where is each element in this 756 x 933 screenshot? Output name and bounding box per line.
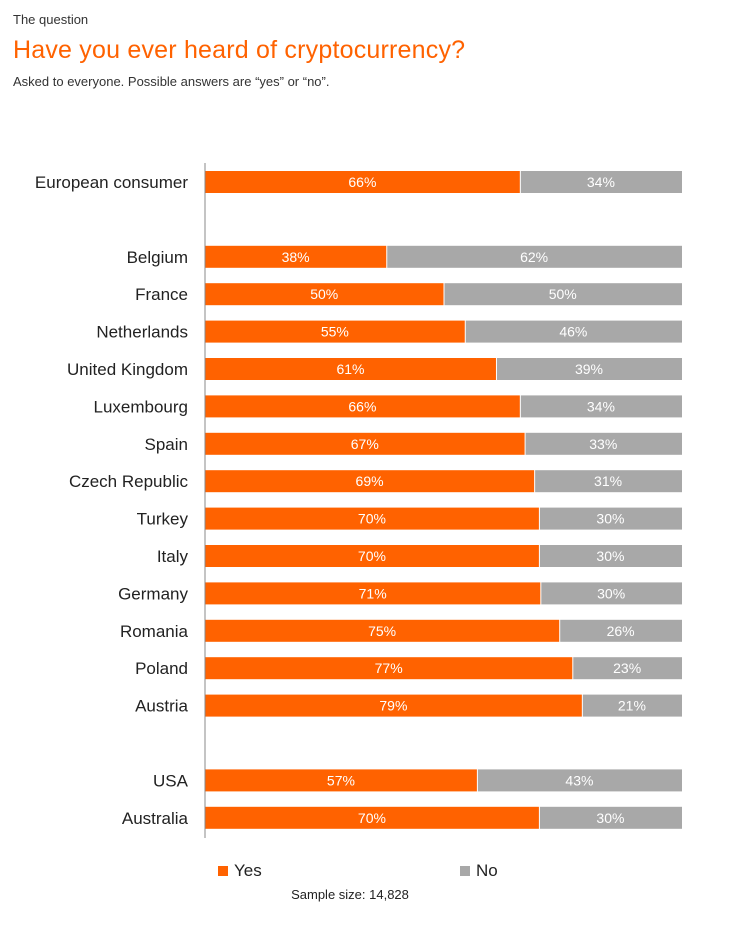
category-label-european-consumer: European consumer <box>35 173 188 192</box>
data-label-yes-romania: 75% <box>368 623 396 639</box>
legend-item-yes: Yes <box>218 861 262 881</box>
data-label-no-italy: 30% <box>596 548 624 564</box>
legend-swatch-yes <box>218 866 228 876</box>
bar-yes-usa <box>205 769 477 792</box>
bar-no-belgium <box>387 245 682 268</box>
data-label-yes-austria: 79% <box>379 698 407 714</box>
category-label-belgium: Belgium <box>127 248 188 267</box>
category-label-germany: Germany <box>118 584 188 603</box>
category-label-united-kingdom: United Kingdom <box>67 360 188 379</box>
data-label-no-romania: 26% <box>607 623 635 639</box>
category-label-france: France <box>135 285 188 304</box>
data-label-no-usa: 43% <box>565 772 593 788</box>
data-label-yes-germany: 71% <box>359 585 387 601</box>
category-label-australia: Australia <box>122 809 189 828</box>
bar-yes-germany <box>205 582 541 605</box>
sample-size-note: Sample size: 14,828 <box>291 887 409 902</box>
bar-yes-united-kingdom <box>205 358 496 380</box>
bar-no-luxembourg <box>520 395 682 418</box>
chart-subtitle: Asked to everyone. Possible answers are … <box>13 74 330 89</box>
data-label-no-czech-republic: 31% <box>594 473 622 489</box>
bar-yes-france <box>205 283 444 306</box>
data-label-no-austria: 21% <box>618 698 646 714</box>
data-label-yes-france: 50% <box>310 286 338 302</box>
stacked-bar-chart: European consumer 66% 34% Belgium 38% 62% Fran… <box>35 163 682 838</box>
bar-no-france <box>444 283 682 306</box>
data-label-yes-netherlands: 55% <box>321 324 349 340</box>
data-label-no-spain: 33% <box>589 436 617 452</box>
data-label-yes-usa: 57% <box>327 772 355 788</box>
data-label-no-australia: 30% <box>596 810 624 826</box>
category-label-romania: Romania <box>120 622 189 641</box>
bar-no-czech-republic <box>535 470 682 493</box>
bar-yes-romania <box>205 619 560 642</box>
data-label-no-turkey: 30% <box>596 511 624 527</box>
data-label-yes-european-consumer: 66% <box>348 174 376 190</box>
data-label-yes-turkey: 70% <box>358 511 386 527</box>
bar-yes-turkey <box>205 507 539 530</box>
bar-yes-european-consumer <box>205 171 520 193</box>
bar-yes-spain <box>205 432 525 455</box>
data-label-yes-spain: 67% <box>351 436 379 452</box>
data-label-no-european-consumer: 34% <box>587 174 615 190</box>
bar-yes-italy <box>205 545 539 567</box>
category-label-turkey: Turkey <box>137 510 189 529</box>
bar-yes-czech-republic <box>205 470 535 493</box>
data-label-no-belgium: 62% <box>520 249 548 265</box>
category-label-spain: Spain <box>145 435 188 454</box>
legend-item-no: No <box>460 861 498 881</box>
bar-no-european-consumer <box>520 171 682 193</box>
bar-no-australia <box>539 806 682 829</box>
chart-title: Have you ever heard of cryptocurrency? <box>13 36 466 64</box>
data-label-no-poland: 23% <box>613 660 641 676</box>
data-label-yes-belgium: 38% <box>282 249 310 265</box>
category-label-netherlands: Netherlands <box>96 323 188 342</box>
data-label-no-france: 50% <box>549 286 577 302</box>
bar-yes-australia <box>205 806 539 829</box>
bar-no-netherlands <box>465 320 682 343</box>
bar-yes-luxembourg <box>205 395 520 418</box>
bar-no-turkey <box>539 507 682 530</box>
bar-yes-austria <box>205 694 582 717</box>
data-label-no-germany: 30% <box>597 585 625 601</box>
legend-label-no: No <box>476 861 498 880</box>
legend-swatch-no <box>460 866 470 876</box>
data-label-yes-italy: 70% <box>358 548 386 564</box>
bar-no-usa <box>477 769 682 792</box>
bar-no-united-kingdom <box>496 358 682 380</box>
data-label-yes-czech-republic: 69% <box>356 473 384 489</box>
data-label-no-luxembourg: 34% <box>587 398 615 414</box>
category-label-italy: Italy <box>157 547 189 566</box>
category-label-austria: Austria <box>135 697 188 716</box>
legend-label-yes: Yes <box>234 861 262 880</box>
category-label-usa: USA <box>153 771 189 790</box>
data-label-yes-poland: 77% <box>375 660 403 676</box>
bar-yes-netherlands <box>205 320 465 343</box>
data-label-yes-luxembourg: 66% <box>348 398 376 414</box>
data-label-no-united-kingdom: 39% <box>575 361 603 377</box>
bar-no-poland <box>573 657 682 680</box>
category-label-poland: Poland <box>135 659 188 678</box>
bar-no-austria <box>582 694 682 717</box>
bar-yes-belgium <box>205 245 387 268</box>
bar-no-italy <box>539 545 682 567</box>
data-label-yes-united-kingdom: 61% <box>336 361 364 377</box>
data-label-no-netherlands: 46% <box>559 324 587 340</box>
bar-no-romania <box>560 619 682 642</box>
bar-no-germany <box>541 582 682 605</box>
data-label-yes-australia: 70% <box>358 810 386 826</box>
category-label-luxembourg: Luxembourg <box>93 397 188 416</box>
category-label-czech-republic: Czech Republic <box>69 472 189 491</box>
eyebrow-label: The question <box>13 12 89 27</box>
bar-no-spain <box>525 432 682 455</box>
bar-yes-poland <box>205 657 573 680</box>
